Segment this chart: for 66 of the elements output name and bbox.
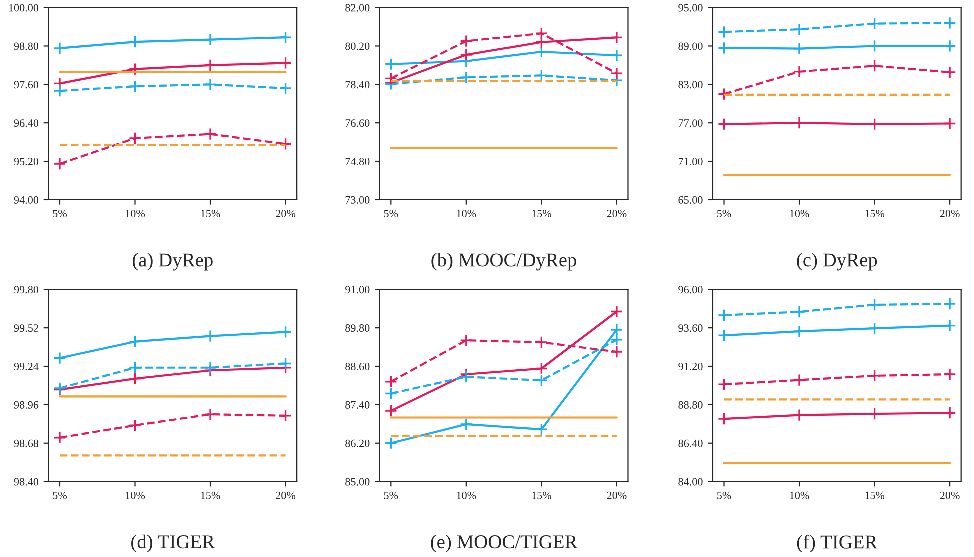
x-tick-label: 5% bbox=[718, 210, 732, 218]
y-tick-label: 89.80 bbox=[346, 324, 370, 332]
x-tick-label: 5% bbox=[53, 210, 68, 218]
x-axis-title: (d) TIGER bbox=[132, 534, 216, 553]
x-tick-label: 20% bbox=[276, 492, 296, 500]
x-tick-label: 5% bbox=[384, 210, 398, 218]
y-tick-label: 95.20 bbox=[14, 158, 39, 166]
y-tick-label: 95.00 bbox=[678, 4, 703, 12]
x-tick-label: 15% bbox=[866, 210, 885, 218]
x-tick-label: 10% bbox=[790, 210, 810, 218]
y-tick-label: 65.00 bbox=[678, 196, 703, 204]
x-tick-label: 20% bbox=[276, 210, 296, 218]
x-tick-label: 15% bbox=[532, 492, 552, 500]
x-axis-title: (b) MOOC/DyRep bbox=[432, 253, 576, 271]
y-tick-label: 98.40 bbox=[14, 478, 39, 486]
y-tick-label: 91.00 bbox=[345, 286, 370, 294]
y-tick-label: 74.80 bbox=[346, 158, 370, 166]
y-tick-label: 88.60 bbox=[346, 362, 370, 371]
y-tick-label: 84.00 bbox=[678, 478, 703, 486]
y-tick-label: 94.00 bbox=[14, 196, 39, 204]
y-tick-label: 99.52 bbox=[14, 324, 38, 332]
x-tick-label: 10% bbox=[790, 492, 810, 500]
y-tick-label: 83.00 bbox=[678, 81, 703, 89]
x-tick-label: 10% bbox=[457, 492, 476, 500]
y-tick-label: 89.00 bbox=[678, 42, 703, 50]
x-tick-label: 5% bbox=[53, 492, 68, 500]
y-tick-label: 78.40 bbox=[346, 81, 370, 89]
x-tick-label: 10% bbox=[126, 492, 146, 500]
y-tick-label: 82.00 bbox=[346, 4, 370, 12]
y-tick-label: 91.20 bbox=[678, 362, 703, 371]
y-tick-label: 100.00 bbox=[9, 4, 39, 12]
y-tick-label: 93.60 bbox=[678, 324, 703, 332]
y-tick-label: 77.00 bbox=[678, 120, 703, 128]
y-tick-label: 96.00 bbox=[678, 286, 703, 294]
x-axis-title: (a) DyRep bbox=[132, 253, 213, 271]
x-tick-label: 10% bbox=[126, 210, 146, 218]
y-tick-label: 85.00 bbox=[346, 478, 370, 486]
x-tick-label: 15% bbox=[532, 210, 552, 218]
y-tick-label: 98.68 bbox=[14, 440, 39, 448]
y-tick-label: 88.80 bbox=[678, 401, 703, 409]
x-tick-label: 20% bbox=[607, 492, 627, 500]
x-tick-label: 15% bbox=[201, 492, 220, 500]
x-tick-label: 15% bbox=[201, 210, 220, 218]
x-tick-label: 20% bbox=[940, 492, 960, 500]
x-tick-label: 5% bbox=[384, 492, 398, 500]
y-tick-label: 99.80 bbox=[14, 286, 39, 294]
x-tick-label: 15% bbox=[866, 492, 885, 500]
y-tick-label: 86.40 bbox=[678, 440, 703, 448]
y-tick-label: 71.00 bbox=[678, 158, 703, 166]
y-tick-label: 98.80 bbox=[14, 42, 39, 50]
y-tick-label: 86.20 bbox=[346, 440, 370, 448]
x-axis-title: (f) TIGER bbox=[797, 534, 878, 553]
y-tick-label: 80.20 bbox=[346, 42, 370, 50]
y-tick-label: 87.40 bbox=[346, 401, 370, 409]
x-tick-label: 5% bbox=[718, 492, 732, 500]
y-tick-label: 99.24 bbox=[14, 363, 39, 371]
y-tick-label: 98.96 bbox=[14, 401, 39, 409]
x-tick-label: 10% bbox=[457, 210, 476, 218]
x-tick-label: 20% bbox=[940, 210, 960, 218]
y-tick-label: 96.40 bbox=[14, 120, 39, 128]
y-tick-label: 97.60 bbox=[14, 81, 39, 89]
x-axis-title: (e) MOOC/TIGER bbox=[431, 534, 578, 553]
x-tick-label: 20% bbox=[607, 210, 627, 218]
y-tick-label: 76.60 bbox=[346, 120, 370, 128]
y-tick-label: 73.00 bbox=[346, 196, 370, 204]
x-axis-title: (c) DyRep bbox=[797, 253, 878, 271]
